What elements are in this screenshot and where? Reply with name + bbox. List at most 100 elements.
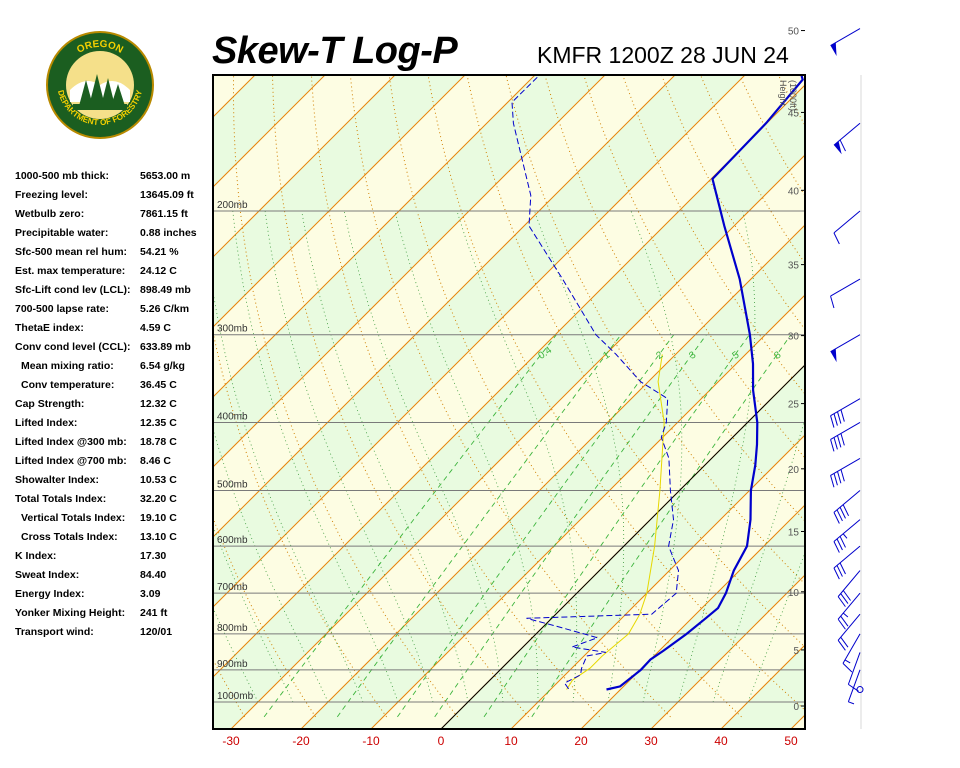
- stability-indices-list: 1000-500 mb thick: 5653.00 m Freezing leve…: [15, 167, 210, 642]
- dry-adiabat: [213, 516, 317, 718]
- wind-barb: [856, 686, 864, 694]
- wind-barb-staff: [837, 570, 861, 597]
- wind-barb-full: [837, 618, 846, 630]
- index-value: 898.49 mb: [140, 284, 191, 296]
- index-row: Lifted Index @300 mb: 18.78 C: [15, 433, 210, 452]
- height-tick-label: 20: [788, 465, 800, 476]
- dewpoint-trace: [511, 75, 680, 690]
- isobar-label: 800mb: [217, 623, 248, 634]
- isotherm: [213, 75, 746, 608]
- wind-barb-staff: [830, 457, 861, 476]
- temperature-tick-label: 20: [574, 734, 588, 748]
- wind-barb-full: [837, 596, 846, 607]
- temperature-tick-label: 0: [438, 734, 445, 748]
- isotherm: [0, 75, 185, 729]
- index-label: Lifted Index @300 mb:: [15, 436, 127, 448]
- isotherm: [790, 714, 805, 729]
- dry-adiabat: [213, 329, 388, 718]
- index-label: Sfc-500 mean rel hum:: [15, 246, 128, 258]
- index-label: Mean mixing ratio:: [21, 360, 114, 372]
- wind-barb-staff: [830, 334, 861, 353]
- height-tick-label: 50: [788, 27, 800, 38]
- isotherm: [370, 294, 805, 729]
- wind-barb-full: [839, 536, 846, 548]
- wind-barb-staff: [837, 613, 861, 641]
- wind-barb-full: [833, 437, 838, 450]
- dry-adiabat: [890, 0, 960, 717]
- wind-barb-half: [844, 659, 851, 664]
- isotherm: [300, 224, 805, 729]
- chart-title: Skew-T Log-P: [212, 30, 458, 72]
- index-row: 700-500 lapse rate: 5.26 C/km: [15, 300, 210, 319]
- isotherm: [213, 75, 396, 258]
- index-label: Cross Totals Index:: [21, 531, 118, 543]
- index-value: 54.21 %: [140, 246, 179, 258]
- wind-barb: [833, 490, 861, 524]
- isotherm: [213, 75, 606, 468]
- wind-barb: [837, 613, 861, 651]
- index-row: Freezing level: 13645.09 ft: [15, 186, 210, 205]
- wind-barb: [837, 592, 861, 630]
- isotherm: [213, 75, 466, 328]
- index-label: Cap Strength:: [15, 398, 85, 410]
- wind-barb-staff: [833, 210, 861, 234]
- wind-barb: [830, 422, 861, 452]
- index-row: 1000-500 mb thick: 5653.00 m: [15, 167, 210, 186]
- wind-barb-full: [840, 469, 845, 482]
- isotherm: [861, 75, 960, 729]
- index-row: Vertical Totals Index: 19.10 C: [15, 509, 210, 528]
- index-label: Lifted Index:: [15, 417, 78, 429]
- wind-barb-full: [839, 139, 846, 152]
- index-value: 3.09: [140, 588, 161, 600]
- wind-barb-full: [836, 565, 843, 577]
- wind-barb-pennant: [830, 42, 837, 57]
- wind-barb-full: [840, 593, 849, 604]
- index-row: Cross Totals Index: 13.10 C: [15, 528, 210, 547]
- isotherm: [213, 75, 536, 398]
- temperature-trace: [606, 75, 804, 691]
- wind-barb-full: [836, 509, 843, 522]
- wind-barb-half: [848, 701, 855, 705]
- isobar-label: 200mb: [217, 200, 248, 211]
- isotherm: [650, 574, 805, 729]
- wind-barb-full: [848, 683, 859, 692]
- mixing-ratio-label: 1: [601, 349, 612, 361]
- index-row: K Index: 17.30: [15, 547, 210, 566]
- index-value: 633.89 mb: [140, 341, 191, 353]
- wind-barb-staff: [833, 545, 861, 569]
- index-label: Energy Index:: [15, 588, 85, 600]
- wind-barb-staff: [837, 592, 861, 620]
- index-row: Lifted Index @700 mb: 8.46 C: [15, 452, 210, 471]
- wind-barb-full: [837, 471, 842, 484]
- mixing-ratio-label: 5: [731, 349, 742, 361]
- isotherm-band: [861, 75, 960, 729]
- wind-barb-full: [830, 475, 835, 488]
- dry-adiabat: [926, 0, 960, 717]
- isotherm: [580, 504, 805, 729]
- mixing-ratio-label: 3: [687, 349, 698, 361]
- index-value: 4.59 C: [140, 322, 171, 334]
- wind-barb-full: [840, 636, 849, 648]
- index-label: K Index:: [15, 550, 57, 562]
- index-row: Total Totals Index: 32.20 C: [15, 490, 210, 509]
- index-row: Energy Index: 3.09: [15, 585, 210, 604]
- isotherm: [510, 434, 805, 729]
- mixing-ratio-line: [336, 334, 622, 718]
- index-row: Cap Strength: 12.32 C: [15, 395, 210, 414]
- wind-barb-calm: [856, 686, 864, 694]
- mixing-ratio-label: 8: [772, 349, 783, 361]
- index-value: 18.78 C: [140, 436, 177, 448]
- wind-barb-full: [839, 507, 846, 519]
- wind-barb: [833, 210, 861, 245]
- index-value: 0.88 inches: [140, 227, 197, 239]
- zero-isotherm-line: [440, 364, 805, 729]
- index-row: Est. max temperature: 24.12 C: [15, 262, 210, 281]
- temperature-tick-label: -20: [292, 734, 310, 748]
- temperature-tick-label: -10: [362, 734, 380, 748]
- wind-barb-staff: [847, 669, 861, 702]
- index-value: 10.53 C: [140, 474, 177, 486]
- height-tick-label: 45: [788, 108, 800, 119]
- height-tick-label: 30: [788, 332, 800, 343]
- index-value: 32.20 C: [140, 493, 177, 505]
- isotherm: [213, 84, 805, 678]
